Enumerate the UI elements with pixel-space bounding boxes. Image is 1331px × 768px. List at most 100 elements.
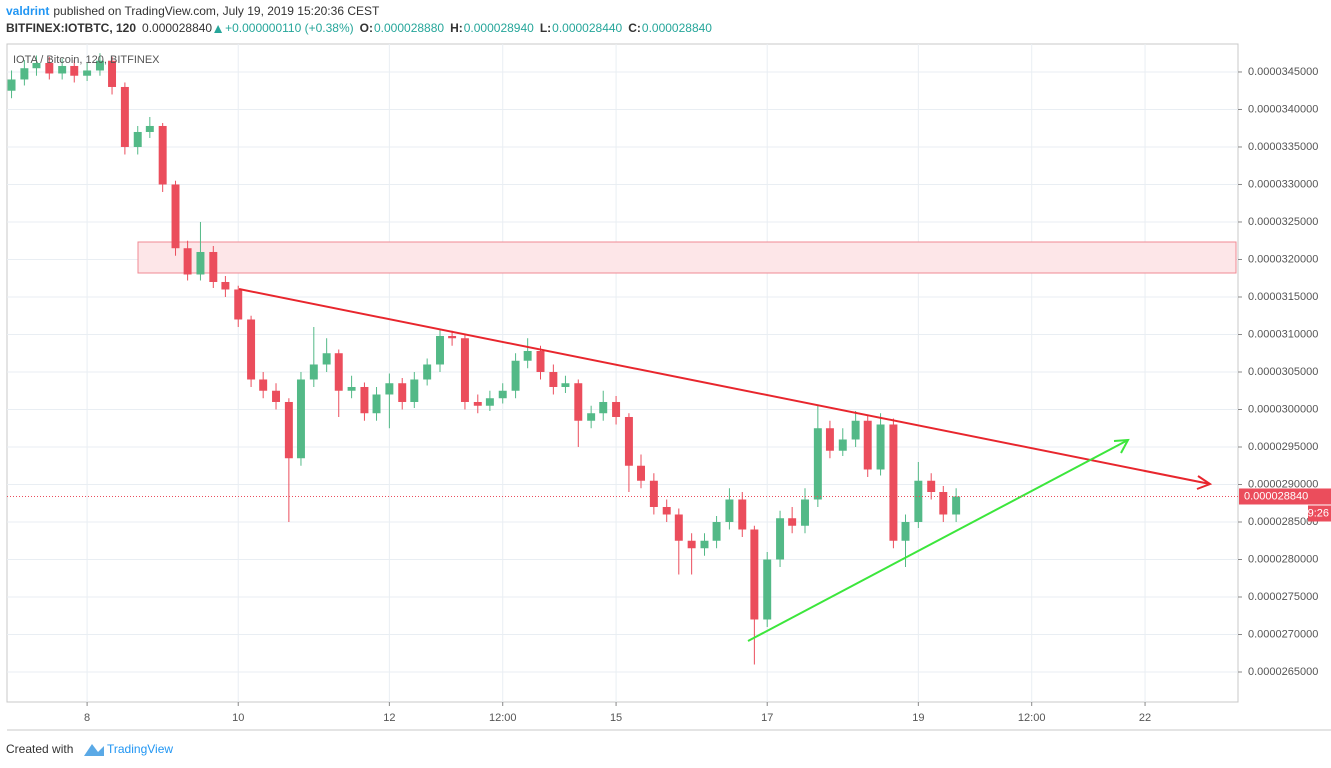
x-tick-label: 19 (912, 712, 924, 724)
x-tick-label: 10 (232, 712, 244, 724)
arrow-head (1196, 475, 1213, 490)
footer-brand: TradingView (107, 742, 173, 756)
candle-body (209, 251, 218, 282)
published: published on TradingView.com, July 19, 2… (53, 4, 380, 18)
candle-body (485, 398, 494, 406)
candle-body (750, 529, 759, 620)
candle-body (385, 383, 394, 395)
candle-body (549, 371, 558, 387)
candle-body (612, 401, 621, 417)
candle-body (309, 364, 318, 380)
logo (84, 744, 104, 756)
x-tick-label: 17 (761, 712, 773, 724)
candle-body (32, 62, 41, 69)
y-tick-label: 0.0000320000 (1248, 253, 1318, 265)
candle-body (637, 465, 645, 481)
y-tick-label: 0.0000330000 (1248, 178, 1318, 190)
candle-body (183, 248, 192, 275)
ohlc-label: L: (540, 21, 551, 35)
candle-body (927, 480, 936, 492)
candle-body (587, 413, 596, 421)
x-tick-label: 15 (610, 712, 622, 724)
candle-body (133, 131, 142, 147)
candle-body (536, 350, 545, 372)
y-tick-label: 0.0000295000 (1248, 441, 1318, 453)
candle-body (498, 390, 507, 399)
trend-line-down (238, 288, 1211, 485)
symbol-line: BITFINEX:IOTBTC, 120 0.000028840 (6, 21, 212, 35)
candle-body (511, 360, 520, 391)
candle-body (876, 424, 885, 470)
arrow-head (1113, 438, 1130, 454)
y-tick-label: 0.0000265000 (1248, 666, 1318, 678)
candle-body (574, 383, 583, 421)
candle-body (372, 394, 381, 414)
y-tick-label: 0.0000270000 (1248, 628, 1318, 640)
candle-body (851, 420, 860, 440)
candle-body (322, 353, 331, 365)
candle-body (813, 428, 822, 500)
y-tick-label: 0.0000345000 (1248, 66, 1318, 78)
y-tick-label: 0.0000305000 (1248, 366, 1318, 378)
candle-body (272, 390, 281, 402)
candle-body (334, 353, 343, 391)
candle-body (763, 559, 772, 620)
candle-body (838, 439, 847, 451)
legend: IOTA / Bitcoin, 120, BITFINEX (13, 54, 160, 66)
candle-body (20, 68, 29, 80)
candle-body (95, 60, 104, 71)
candle-body (649, 480, 658, 507)
candle-body (347, 386, 356, 391)
candle-body (247, 319, 256, 380)
candle-body (58, 65, 67, 74)
footer-text: Created with (6, 742, 73, 756)
candle-body (725, 499, 734, 522)
candle-body (776, 518, 785, 560)
candle-body (145, 125, 154, 132)
candle-body (788, 518, 797, 526)
candle-body (70, 65, 79, 76)
price: 0.000028840 (142, 21, 212, 35)
candle-body (599, 401, 608, 414)
ohlc-value: 0.000028840 (642, 21, 712, 35)
candle-body (221, 281, 230, 290)
last-price-label: 0.000028840 (1244, 490, 1308, 502)
plot-frame (6, 43, 1239, 703)
header-values: +0.000000110 (+0.38%) O: 0.000028880 H: 0.00… (214, 21, 712, 35)
candles (7, 53, 961, 665)
candle-body (825, 428, 834, 451)
candle-body (120, 86, 129, 147)
candle-body (83, 70, 92, 76)
candle-body (398, 383, 407, 402)
candle-body (889, 424, 898, 541)
y-tick-label: 0.0000340000 (1248, 103, 1318, 115)
candle-body (234, 289, 243, 320)
candle-body (423, 364, 432, 380)
candle-body (738, 499, 747, 530)
candle-body (561, 383, 570, 387)
trend-line-up (747, 439, 1129, 642)
candle-body (196, 251, 205, 275)
candle-body (171, 184, 180, 249)
candle-body (914, 480, 923, 522)
candle-body (158, 125, 167, 185)
y-tick-label: 0.0000275000 (1248, 591, 1318, 603)
candle-body (360, 386, 369, 414)
ohlc-value: 0.000028440 (552, 21, 622, 35)
x-tick-label: 22 (1139, 712, 1151, 724)
candle-body (108, 60, 117, 87)
candle-body (284, 401, 293, 459)
candle-body (296, 379, 305, 459)
change: +0.000000110 (+0.38%) (225, 21, 354, 35)
candle-body (700, 540, 709, 549)
candle-body (448, 335, 457, 339)
last-price-box (1239, 488, 1331, 505)
candle-body (460, 338, 469, 402)
y-tick-label: 0.0000285000 (1248, 516, 1318, 528)
candle-body (712, 521, 721, 541)
candle-body (662, 506, 671, 515)
symbol: BITFINEX:IOTBTC, 120 (6, 21, 136, 35)
candle-body (7, 79, 16, 91)
x-tick-label: 12:00 (1018, 712, 1046, 724)
